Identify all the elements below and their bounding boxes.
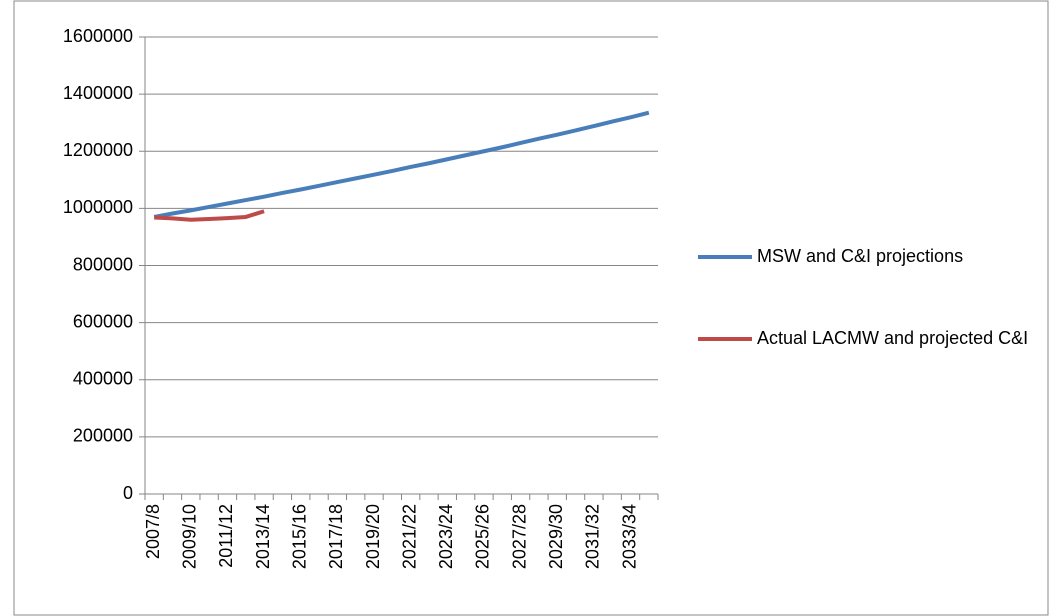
y-tick-label: 1600000 — [63, 26, 133, 46]
y-tick-label: 0 — [123, 483, 133, 503]
series-line — [153, 110, 650, 219]
chart-frame — [13, 0, 1049, 616]
x-tick-label: 2025/26 — [473, 504, 493, 569]
x-tick-label: 2007/8 — [143, 504, 163, 559]
x-tick-label: 2019/20 — [363, 504, 383, 569]
x-tick-label: 2029/30 — [546, 504, 566, 569]
x-tick-label: 2033/34 — [619, 504, 639, 569]
legend-label: MSW and C&I projections — [757, 246, 963, 266]
series-line — [154, 209, 265, 222]
x-tick-label: 2023/24 — [436, 504, 456, 569]
y-tick-label: 1200000 — [63, 140, 133, 160]
x-tick-label: 2015/16 — [289, 504, 309, 569]
x-tick-label: 2011/12 — [216, 504, 236, 568]
x-tick-label: 2031/32 — [583, 504, 603, 569]
y-tick-label: 400000 — [73, 369, 133, 389]
x-tick-label: 2021/22 — [399, 504, 419, 569]
y-tick-label: 1400000 — [63, 83, 133, 103]
x-tick-label: 2017/18 — [326, 504, 346, 569]
y-tick-label: 200000 — [73, 426, 133, 446]
y-tick-label: 1000000 — [63, 197, 133, 217]
x-tick-label: 2009/10 — [180, 504, 200, 569]
legend-label: Actual LACMW and projected C&I — [757, 328, 1028, 348]
y-tick-label: 600000 — [73, 311, 133, 331]
y-tick-label: 800000 — [73, 254, 133, 274]
x-tick-label: 2027/28 — [509, 504, 529, 569]
x-tick-label: 2013/14 — [253, 504, 273, 569]
